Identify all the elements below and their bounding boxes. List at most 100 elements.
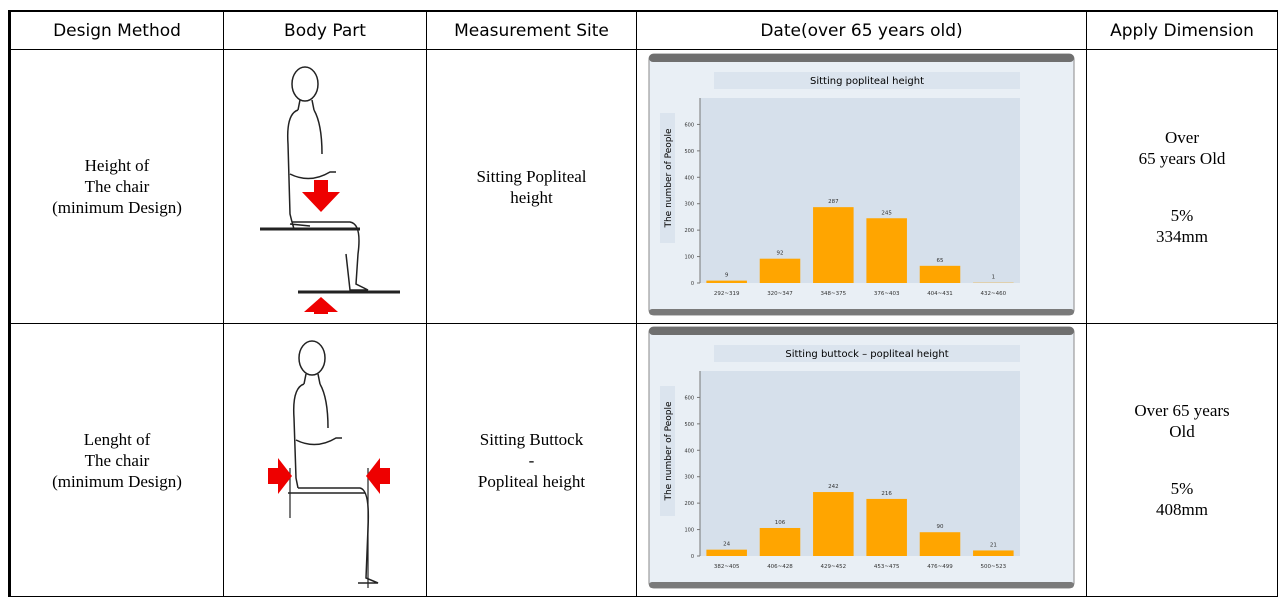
y-tick-label: 500: [684, 148, 694, 154]
table-row: Lenght of The chair (minimum Design) Sit…: [10, 324, 1278, 597]
value-label: 9: [725, 272, 729, 278]
x-tick-label: 406~428: [767, 564, 793, 570]
cell-text: -: [427, 450, 636, 471]
plot-area: [700, 371, 1020, 556]
x-tick-label: 292~319: [714, 291, 740, 297]
window-bar: [649, 327, 1074, 335]
bar: [706, 550, 747, 556]
value-label: 24: [723, 542, 730, 548]
cell-text: 5%: [1087, 205, 1277, 226]
x-tick-label: 320~347: [767, 291, 793, 297]
y-tick-label: 600: [684, 395, 694, 401]
site-cell: Sitting Popliteal height: [427, 50, 637, 324]
bar: [813, 492, 854, 556]
cell-text: height: [427, 187, 636, 208]
body-part-cell: [224, 324, 427, 597]
cell-text: Over 65 years: [1087, 400, 1277, 421]
chart: Sitting buttock – popliteal height The nu…: [648, 326, 1075, 589]
y-tick-label: 600: [684, 122, 694, 128]
header-cell: Measurement Site: [427, 11, 637, 50]
value-label: 21: [990, 542, 997, 548]
cell-text: 5%: [1087, 478, 1277, 499]
cell-text: Height of: [11, 155, 223, 176]
cell-text: Over: [1087, 127, 1277, 148]
bar: [920, 265, 961, 282]
value-label: 287: [828, 199, 839, 205]
figure-sitting: [250, 54, 400, 314]
value-label: 65: [937, 257, 944, 263]
bar: [973, 550, 1014, 556]
y-axis-label: The number of People: [664, 128, 674, 228]
cell-text: Sitting Popliteal: [427, 166, 636, 187]
apply-cell: Over 65 years Old 5% 408mm: [1087, 324, 1278, 597]
cell-text: The chair: [11, 176, 223, 197]
chart: Sitting popliteal height The number of Pe…: [648, 53, 1075, 316]
design-cell: Height of The chair (minimum Design): [10, 50, 224, 324]
y-tick-label: 500: [684, 422, 694, 428]
y-tick-label: 300: [684, 201, 694, 207]
y-tick-label: 400: [684, 175, 694, 181]
cell-text: Sitting Buttock: [427, 429, 636, 450]
x-tick-label: 382~405: [714, 564, 740, 570]
window-bottom: [649, 582, 1074, 588]
value-label: 106: [775, 520, 786, 526]
y-tick-label: 300: [684, 475, 694, 481]
bar: [760, 258, 801, 282]
x-tick-label: 476~499: [927, 564, 953, 570]
figure-sitting: [250, 328, 400, 588]
plot-area: [700, 98, 1020, 283]
header-cell: Apply Dimension: [1087, 11, 1278, 50]
cell-text: (minimum Design): [11, 471, 223, 492]
value-label: 92: [777, 250, 784, 256]
y-tick-label: 200: [684, 501, 694, 507]
cell-text: (minimum Design): [11, 197, 223, 218]
value-label: 90: [937, 524, 944, 530]
chart-title: Sitting popliteal height: [810, 76, 924, 87]
header-row: Design Method Body Part Measurement Site…: [10, 11, 1278, 50]
spacer: [1087, 169, 1277, 205]
x-tick-label: 348~375: [821, 291, 847, 297]
value-label: 1: [992, 274, 996, 280]
site-cell: Sitting Buttock - Popliteal height: [427, 324, 637, 597]
bar: [813, 207, 854, 283]
bar: [760, 528, 801, 556]
header-cell: Body Part: [224, 11, 427, 50]
header-cell: Design Method: [10, 11, 224, 50]
x-tick-label: 453~475: [874, 564, 900, 570]
y-tick-label: 0: [691, 554, 694, 560]
y-axis-label: The number of People: [664, 401, 674, 501]
spacer: [1087, 442, 1277, 478]
cell-text: Lenght of: [11, 429, 223, 450]
bar: [866, 218, 907, 283]
cell-text: The chair: [11, 450, 223, 471]
y-tick-label: 100: [684, 254, 694, 260]
y-tick-label: 200: [684, 228, 694, 234]
anthropometry-table: Design Method Body Part Measurement Site…: [8, 10, 1278, 597]
chart-cell: Sitting popliteal height The number of Pe…: [637, 50, 1087, 324]
x-tick-label: 429~452: [821, 564, 847, 570]
cell-text: 334mm: [1087, 226, 1277, 247]
x-tick-label: 404~431: [927, 291, 953, 297]
header-cell: Date(over 65 years old): [637, 11, 1087, 50]
bar: [706, 280, 747, 282]
apply-cell: Over 65 years Old 5% 334mm: [1087, 50, 1278, 324]
value-label: 242: [828, 484, 839, 490]
y-tick-label: 0: [691, 281, 694, 287]
y-tick-label: 400: [684, 448, 694, 454]
cell-text: 65 years Old: [1087, 148, 1277, 169]
body-part-cell: [224, 50, 427, 324]
cell-text: Popliteal height: [427, 471, 636, 492]
x-tick-label: 500~523: [981, 564, 1007, 570]
value-label: 216: [881, 491, 892, 497]
cell-text: 408mm: [1087, 499, 1277, 520]
x-tick-label: 432~460: [981, 291, 1007, 297]
value-label: 245: [881, 210, 892, 216]
window-bar: [649, 54, 1074, 62]
bar: [866, 499, 907, 556]
chart-title: Sitting buttock – popliteal height: [785, 349, 948, 360]
window-bottom: [649, 309, 1074, 315]
x-tick-label: 376~403: [874, 291, 900, 297]
y-tick-label: 100: [684, 528, 694, 534]
table-row: Height of The chair (minimum Design) Sit…: [10, 50, 1278, 324]
